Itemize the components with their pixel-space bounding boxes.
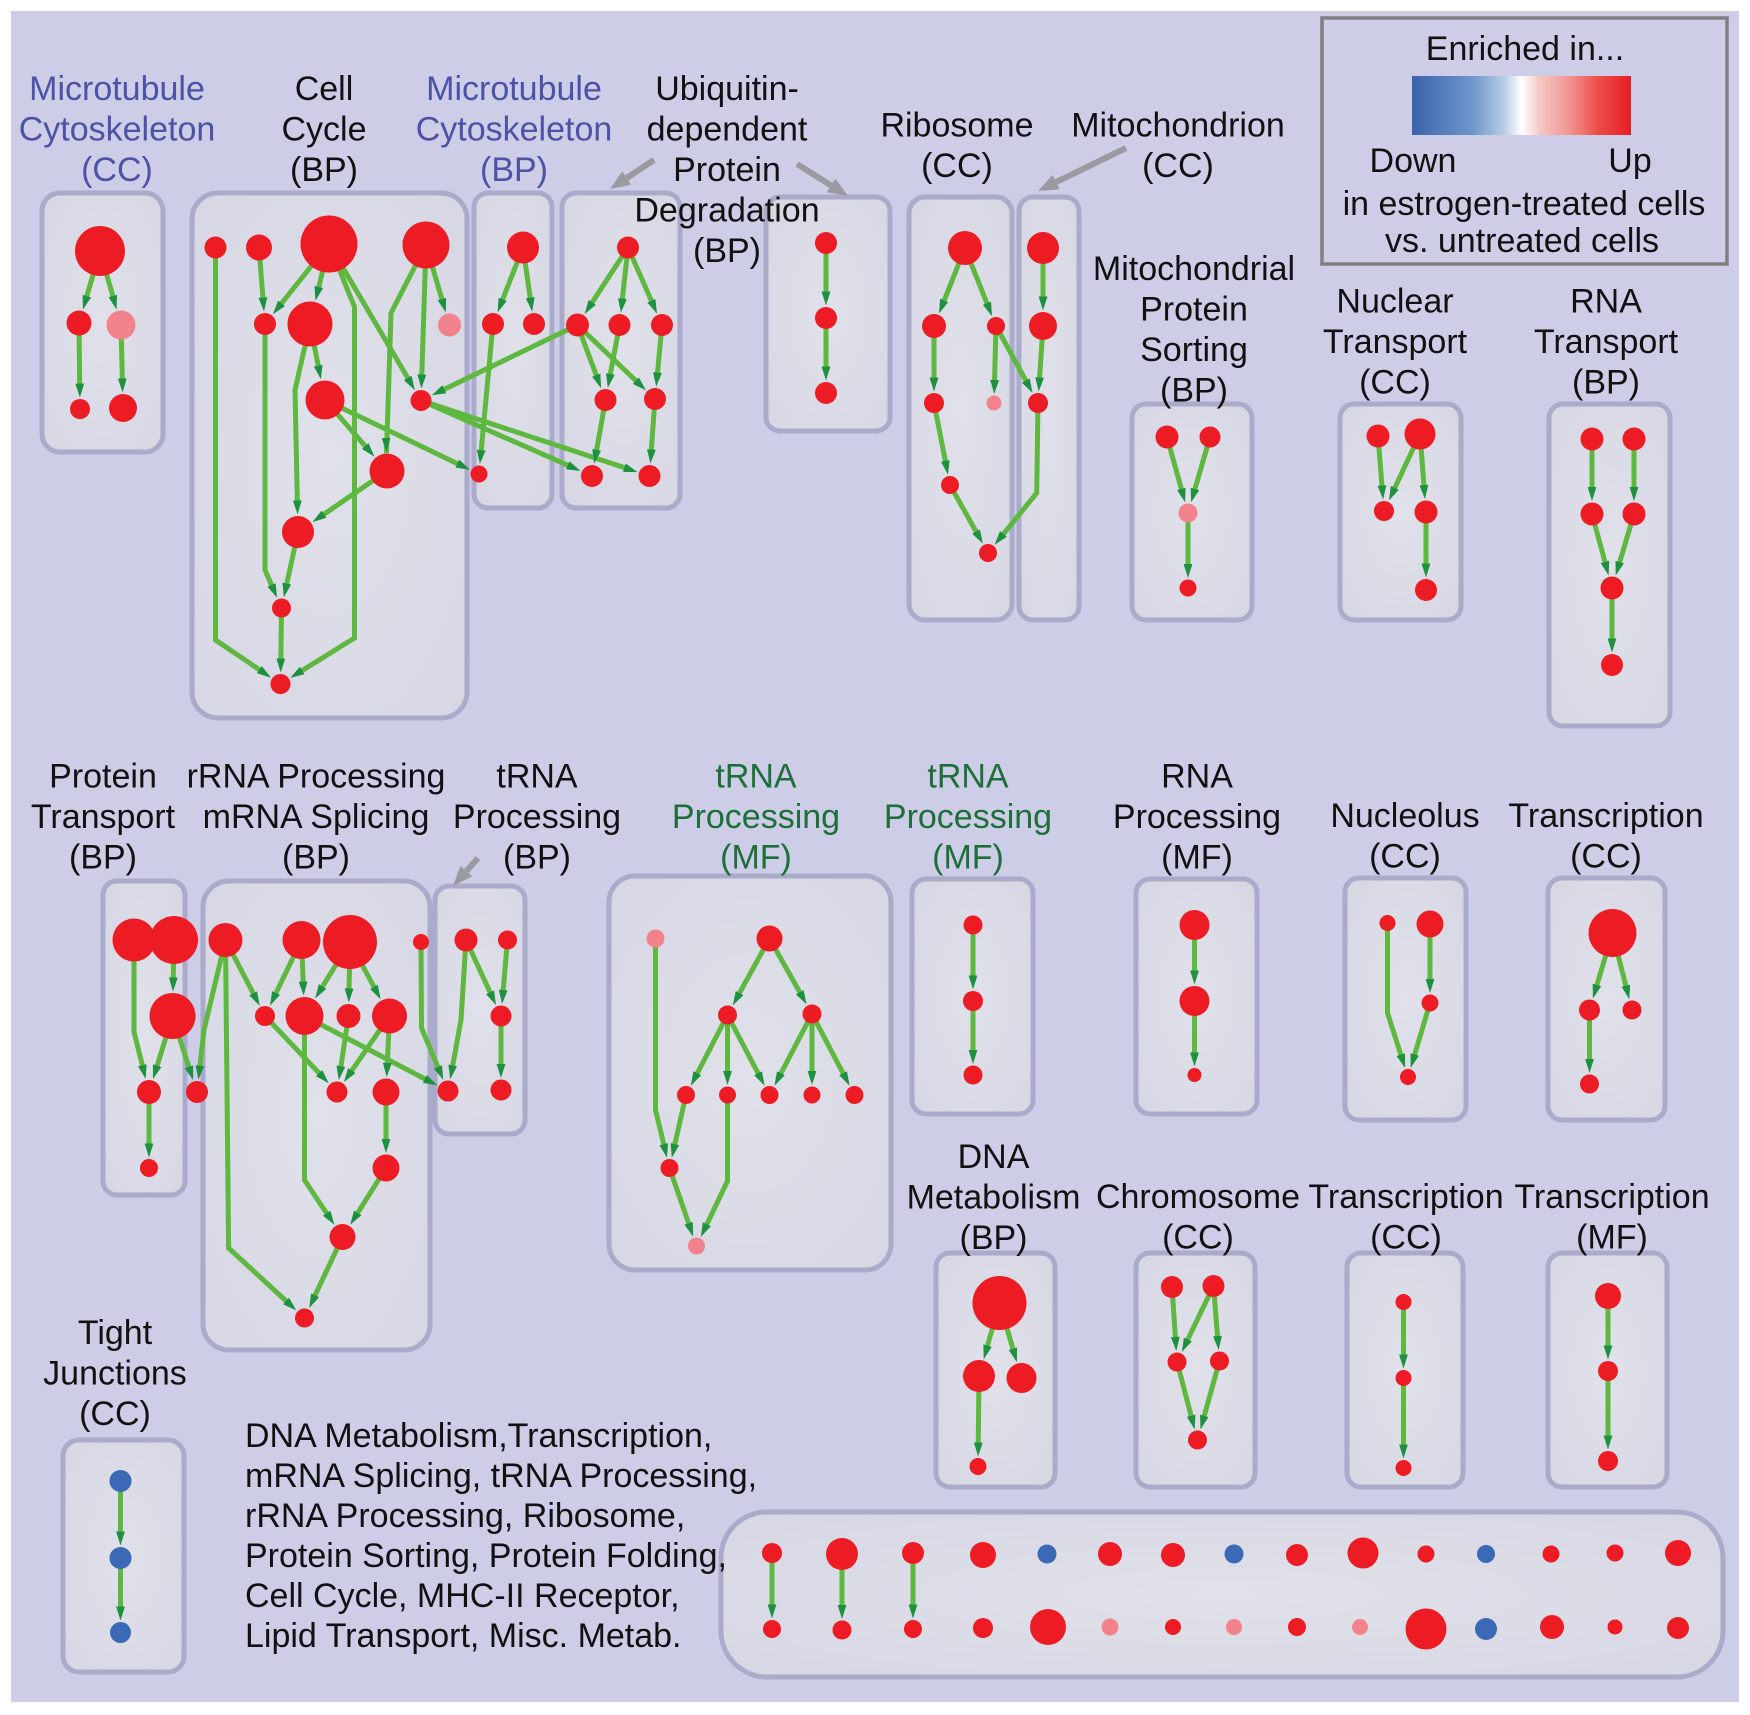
svg-text:(CC): (CC)	[1370, 1219, 1442, 1257]
svg-text:Ubiquitin-: Ubiquitin-	[655, 70, 799, 108]
svg-text:Chromosome: Chromosome	[1096, 1178, 1300, 1216]
svg-text:DNA Metabolism,Transcription,: DNA Metabolism,Transcription,	[245, 1417, 712, 1455]
svg-text:Processing: Processing	[884, 798, 1052, 836]
svg-text:(BP): (BP)	[1572, 364, 1640, 402]
svg-text:Cytoskeleton: Cytoskeleton	[19, 111, 216, 149]
svg-text:mRNA Splicing: mRNA Splicing	[203, 798, 430, 836]
svg-text:Transcription: Transcription	[1308, 1178, 1503, 1216]
svg-text:Tight: Tight	[78, 1314, 153, 1352]
svg-text:(CC): (CC)	[1369, 838, 1441, 876]
svg-text:(BP): (BP)	[282, 839, 350, 877]
svg-text:tRNA: tRNA	[927, 758, 1009, 796]
svg-text:Cycle: Cycle	[281, 111, 366, 149]
svg-text:Nuclear: Nuclear	[1336, 283, 1453, 321]
svg-text:Mitochondrial: Mitochondrial	[1093, 250, 1295, 288]
svg-text:Nucleolus: Nucleolus	[1330, 797, 1479, 835]
svg-text:tRNA: tRNA	[496, 758, 578, 796]
svg-text:dependent: dependent	[647, 111, 808, 149]
svg-text:Sorting: Sorting	[1140, 331, 1248, 369]
svg-text:Processing: Processing	[672, 798, 840, 836]
svg-text:(CC): (CC)	[1570, 838, 1642, 876]
svg-text:Cell: Cell	[295, 70, 354, 108]
svg-text:Transport: Transport	[1323, 323, 1468, 361]
svg-text:Protein: Protein	[673, 151, 781, 189]
svg-text:RNA: RNA	[1161, 758, 1233, 796]
svg-text:(CC): (CC)	[1162, 1219, 1234, 1257]
svg-text:in estrogen-treated cells: in estrogen-treated cells	[1343, 185, 1706, 223]
svg-text:Metabolism: Metabolism	[907, 1179, 1081, 1217]
svg-text:Protein: Protein	[1140, 291, 1248, 329]
svg-text:(BP): (BP)	[480, 151, 548, 189]
svg-text:(BP): (BP)	[960, 1219, 1028, 1257]
svg-text:Processing: Processing	[453, 798, 621, 836]
svg-text:(CC): (CC)	[1142, 147, 1214, 185]
svg-text:(BP): (BP)	[69, 839, 137, 877]
svg-text:Down: Down	[1370, 142, 1457, 180]
svg-text:(CC): (CC)	[81, 151, 153, 189]
svg-text:(MF): (MF)	[932, 839, 1004, 877]
svg-text:(CC): (CC)	[1359, 364, 1431, 402]
svg-text:Transcription: Transcription	[1508, 797, 1703, 835]
svg-text:Enriched in...: Enriched in...	[1426, 30, 1624, 68]
svg-text:(CC): (CC)	[921, 147, 993, 185]
svg-text:Mitochondrion: Mitochondrion	[1071, 107, 1285, 145]
svg-text:Transport: Transport	[31, 798, 176, 836]
svg-text:Processing: Processing	[1113, 798, 1281, 836]
svg-text:Protein Sorting, Protein Foldi: Protein Sorting, Protein Folding,	[245, 1537, 727, 1575]
svg-text:(MF): (MF)	[1576, 1219, 1648, 1257]
svg-text:Up: Up	[1608, 142, 1651, 180]
svg-text:Lipid Transport, Misc. Metab.: Lipid Transport, Misc. Metab.	[245, 1617, 682, 1655]
svg-text:(MF): (MF)	[1161, 839, 1233, 877]
svg-text:Microtubule: Microtubule	[426, 70, 602, 108]
svg-text:Junctions: Junctions	[43, 1355, 187, 1393]
svg-text:Cytoskeleton: Cytoskeleton	[416, 111, 613, 149]
svg-text:RNA: RNA	[1570, 283, 1642, 321]
svg-text:(BP): (BP)	[503, 839, 571, 877]
svg-text:Ribosome: Ribosome	[880, 107, 1033, 145]
svg-text:mRNA Splicing, tRNA Processing: mRNA Splicing, tRNA Processing,	[245, 1457, 757, 1495]
svg-text:(BP): (BP)	[1160, 372, 1228, 410]
svg-text:(BP): (BP)	[693, 232, 761, 270]
svg-text:Microtubule: Microtubule	[29, 70, 205, 108]
svg-text:DNA: DNA	[958, 1138, 1030, 1176]
svg-text:(MF): (MF)	[720, 839, 792, 877]
svg-text:tRNA: tRNA	[715, 758, 797, 796]
svg-text:(BP): (BP)	[290, 151, 358, 189]
svg-text:Transcription: Transcription	[1514, 1178, 1709, 1216]
svg-text:rRNA Processing, Ribosome,: rRNA Processing, Ribosome,	[245, 1497, 685, 1535]
svg-text:Cell Cycle, MHC-II Receptor,: Cell Cycle, MHC-II Receptor,	[245, 1577, 680, 1615]
svg-text:vs. untreated cells: vs. untreated cells	[1385, 222, 1659, 260]
svg-text:Protein: Protein	[49, 758, 157, 796]
svg-text:(CC): (CC)	[79, 1395, 151, 1433]
svg-text:rRNA Processing: rRNA Processing	[187, 758, 446, 796]
svg-text:Degradation: Degradation	[634, 192, 819, 230]
svg-text:Transport: Transport	[1534, 323, 1679, 361]
